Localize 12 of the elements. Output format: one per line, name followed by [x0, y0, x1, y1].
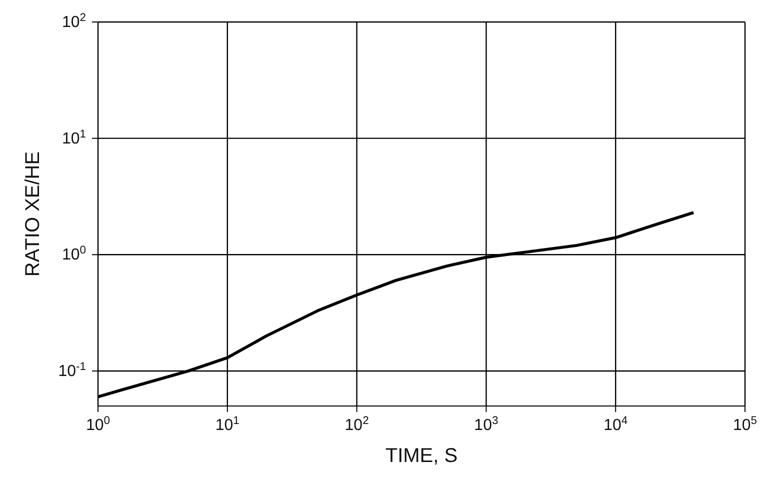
y-axis-title: RATIO XE/HE [22, 151, 44, 277]
x-tick-label: 10$^{3}$ [474, 415, 498, 434]
x-tick-label: 10$^{4}$ [604, 415, 628, 434]
x-tick-label: 10$^{0}$ [86, 415, 110, 434]
x-tick-label: 10$^{5}$ [732, 415, 758, 434]
y-tick-label: 10$^{2}$ [62, 12, 86, 31]
x-tick-label: 10$^{2}$ [344, 415, 369, 434]
y-tick-label: 10$^{1}$ [62, 128, 86, 148]
x-axis-title: TIME, S [385, 445, 458, 467]
y-tick-label: 10$^{-1}$ [58, 360, 86, 380]
y-tick-label: 10$^{0}$ [62, 244, 86, 264]
x-tick-label: 10$^{1}$ [215, 415, 240, 434]
